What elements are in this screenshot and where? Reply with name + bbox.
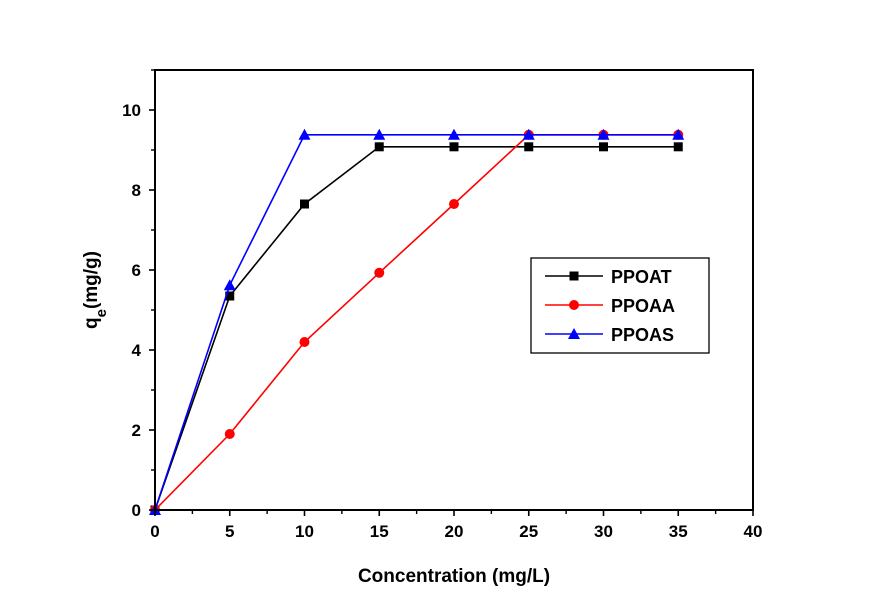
series-line-ppoas: [154, 134, 679, 511]
x-tick-label: 5: [225, 522, 234, 541]
series-layer: [149, 128, 685, 515]
y-axis-title-subscript: e: [93, 309, 110, 317]
data-point-ppoas: [373, 128, 386, 140]
x-tick-label: 20: [445, 522, 464, 541]
x-tick-label: 25: [519, 522, 538, 541]
data-point-ppoas: [597, 128, 610, 140]
data-point-ppoas: [672, 128, 685, 140]
data-point-ppoat: [225, 291, 235, 301]
legend-item-ppoas: PPOAS: [545, 325, 674, 345]
axes-layer: 0 5 10 15 20 25 30 35 40 0 2 4 6 8 10 Concentration (mg…: [81, 69, 763, 587]
y-tick-label: 6: [132, 261, 141, 280]
y-axis-title-main: q: [81, 317, 102, 329]
x-axis-title: Concentration (mg/L): [358, 566, 550, 587]
legend-item-ppoat: PPOAT: [545, 267, 672, 287]
legend-marker: [569, 300, 579, 310]
data-point-ppoat: [599, 142, 608, 152]
legend-item-ppoaa: PPOAA: [545, 296, 675, 316]
data-point-ppoat: [300, 199, 309, 209]
data-point-ppoas: [223, 279, 236, 291]
data-point-ppoas: [522, 128, 535, 140]
y-tick-label: 8: [132, 181, 141, 200]
data-point-ppoaa: [299, 337, 310, 347]
y-tick-label: 4: [132, 341, 142, 360]
series-line-ppoat: [154, 146, 679, 511]
data-point-ppoas: [448, 128, 460, 140]
data-point-ppoaa: [224, 429, 235, 439]
data-point-ppoat: [673, 142, 683, 152]
data-point-ppoat: [524, 142, 534, 152]
x-tick-label: 40: [744, 522, 763, 541]
data-point-ppoaa: [374, 267, 385, 278]
legend-marker: [568, 328, 580, 339]
y-tick-label: 0: [132, 501, 141, 520]
x-tick-label: 30: [594, 522, 613, 541]
x-tick-label: 10: [295, 522, 314, 541]
y-axis-title: qe(mg/g): [81, 251, 110, 329]
x-tick-label: 15: [370, 522, 389, 541]
y-axis-title-unit: (mg/g): [81, 251, 102, 309]
data-point-ppoaa: [449, 199, 459, 209]
legend-label: PPOAT: [611, 267, 672, 287]
data-point-ppoat: [449, 142, 459, 152]
y-tick-label: 2: [132, 421, 141, 440]
legend-marker: [569, 271, 579, 281]
x-tick-label: 0: [150, 522, 159, 541]
data-point-ppoat: [374, 142, 384, 152]
data-point-ppoas: [298, 128, 311, 140]
y-tick-label: 10: [122, 101, 141, 120]
legend-label: PPOAA: [611, 296, 675, 316]
series-ppoas: [149, 128, 685, 515]
x-tick-label: 35: [669, 522, 688, 541]
legend-label: PPOAS: [611, 325, 674, 345]
legend: PPOAT PPOAA PPOAS: [530, 257, 710, 354]
